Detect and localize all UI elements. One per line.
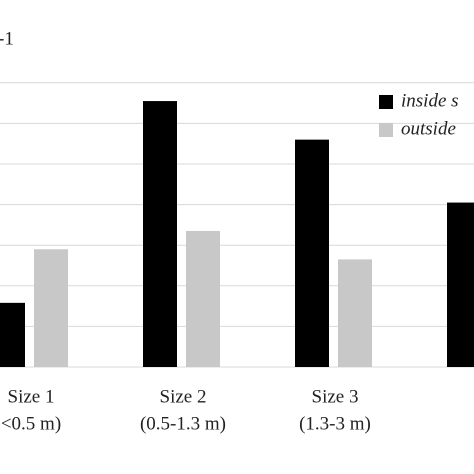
legend-swatch [379,123,393,137]
bar [338,259,372,367]
x-tick-label: (1.3-3 m) [299,413,371,434]
bar [143,101,177,367]
annotation: -1 [0,28,14,49]
x-tick-label: Size 2 [160,386,207,407]
bar [34,249,68,367]
x-tick-label: (0.5-1.3 m) [140,413,226,434]
bar [0,302,25,367]
legend-label: outside [401,118,456,139]
bar [447,202,474,367]
x-tick-label: Size 1 [8,386,55,407]
x-tick-label: Size 3 [312,386,359,407]
legend-label: inside s [401,90,459,111]
bar [295,139,329,367]
legend-swatch [379,95,393,109]
x-tick-label: <0.5 m) [1,413,61,434]
bar [186,230,220,367]
